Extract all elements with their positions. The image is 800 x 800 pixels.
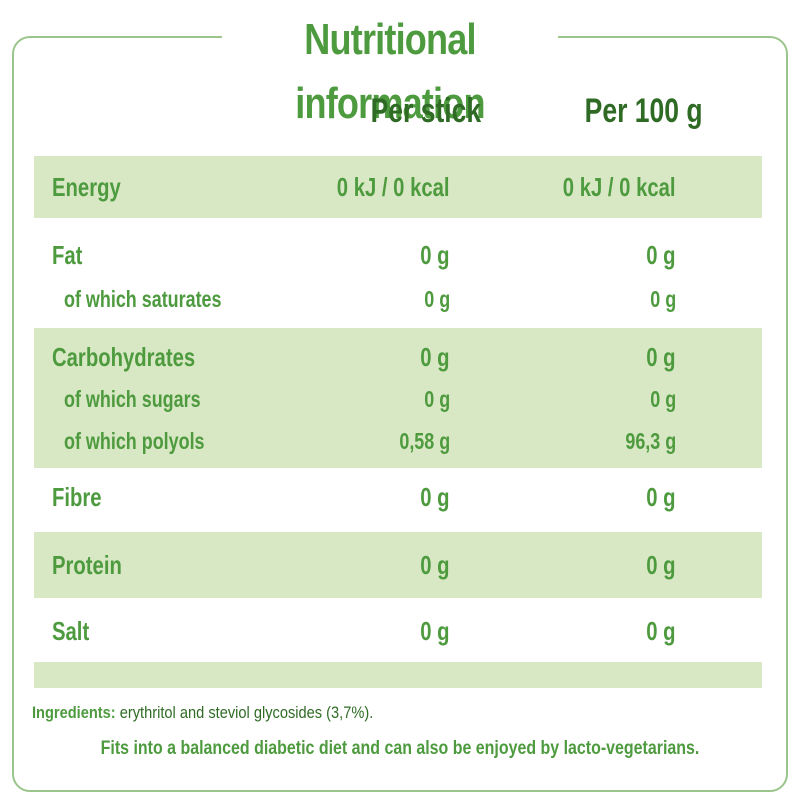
band-bottom [34, 662, 762, 688]
per-100g-value: 0 g [646, 550, 676, 580]
table-row: Salt 0 g 0 g [34, 612, 762, 652]
per-100g-value: 0 g [650, 286, 676, 312]
per-stick-value: 0,58 g [399, 428, 450, 454]
row-label: Fat [52, 240, 83, 270]
table-row: Fat 0 g 0 g [34, 236, 762, 276]
per-stick-value: 0 g [420, 550, 450, 580]
row-label: Energy [52, 172, 121, 202]
table-row: Carbohydrates 0 g 0 g [34, 338, 762, 378]
per-stick-value: 0 kJ / 0 kcal [337, 172, 450, 202]
page-title: Nutritional information [221, 8, 559, 128]
per-100g-value: 0 g [646, 342, 676, 372]
row-label: Salt [52, 616, 90, 646]
row-label: Carbohydrates [52, 342, 196, 372]
per-100g-value: 0 g [646, 616, 676, 646]
row-label: of which saturates [64, 286, 222, 312]
per-100g-value: 0 g [650, 386, 676, 412]
row-label: of which sugars [64, 386, 201, 412]
table-row: of which sugars 0 g 0 g [34, 382, 762, 422]
row-label: of which polyols [64, 428, 205, 454]
column-header-per-stick: Per stick [370, 92, 482, 130]
per-stick-value: 0 g [424, 286, 450, 312]
per-100g-value: 0 g [646, 482, 676, 512]
per-stick-value: 0 g [420, 482, 450, 512]
per-stick-value: 0 g [420, 342, 450, 372]
row-label: Fibre [52, 482, 102, 512]
ingredients-line: Ingredients: erythritol and steviol glyc… [32, 703, 373, 723]
table-row: of which polyols 0,58 g 96,3 g [34, 424, 762, 464]
column-header-per-100g: Per 100 g [584, 92, 703, 130]
table-row: Protein 0 g 0 g [34, 546, 762, 586]
table-row: Energy 0 kJ / 0 kcal 0 kJ / 0 kcal [34, 168, 762, 208]
table-row: of which saturates 0 g 0 g [34, 282, 762, 322]
ingredients-text: erythritol and steviol glycosides (3,7%)… [119, 703, 374, 722]
diet-note: Fits into a balanced diabetic diet and c… [100, 738, 700, 759]
per-stick-value: 0 g [420, 240, 450, 270]
per-100g-value: 0 kJ / 0 kcal [563, 172, 676, 202]
per-stick-value: 0 g [420, 616, 450, 646]
ingredients-label: Ingredients: [32, 703, 116, 722]
table-row: Fibre 0 g 0 g [34, 478, 762, 518]
per-100g-value: 96,3 g [625, 428, 676, 454]
band-carbohydrates [34, 328, 762, 468]
per-100g-value: 0 g [646, 240, 676, 270]
row-label: Protein [52, 550, 122, 580]
band-energy [34, 156, 762, 218]
per-stick-value: 0 g [424, 386, 450, 412]
band-protein [34, 532, 762, 598]
